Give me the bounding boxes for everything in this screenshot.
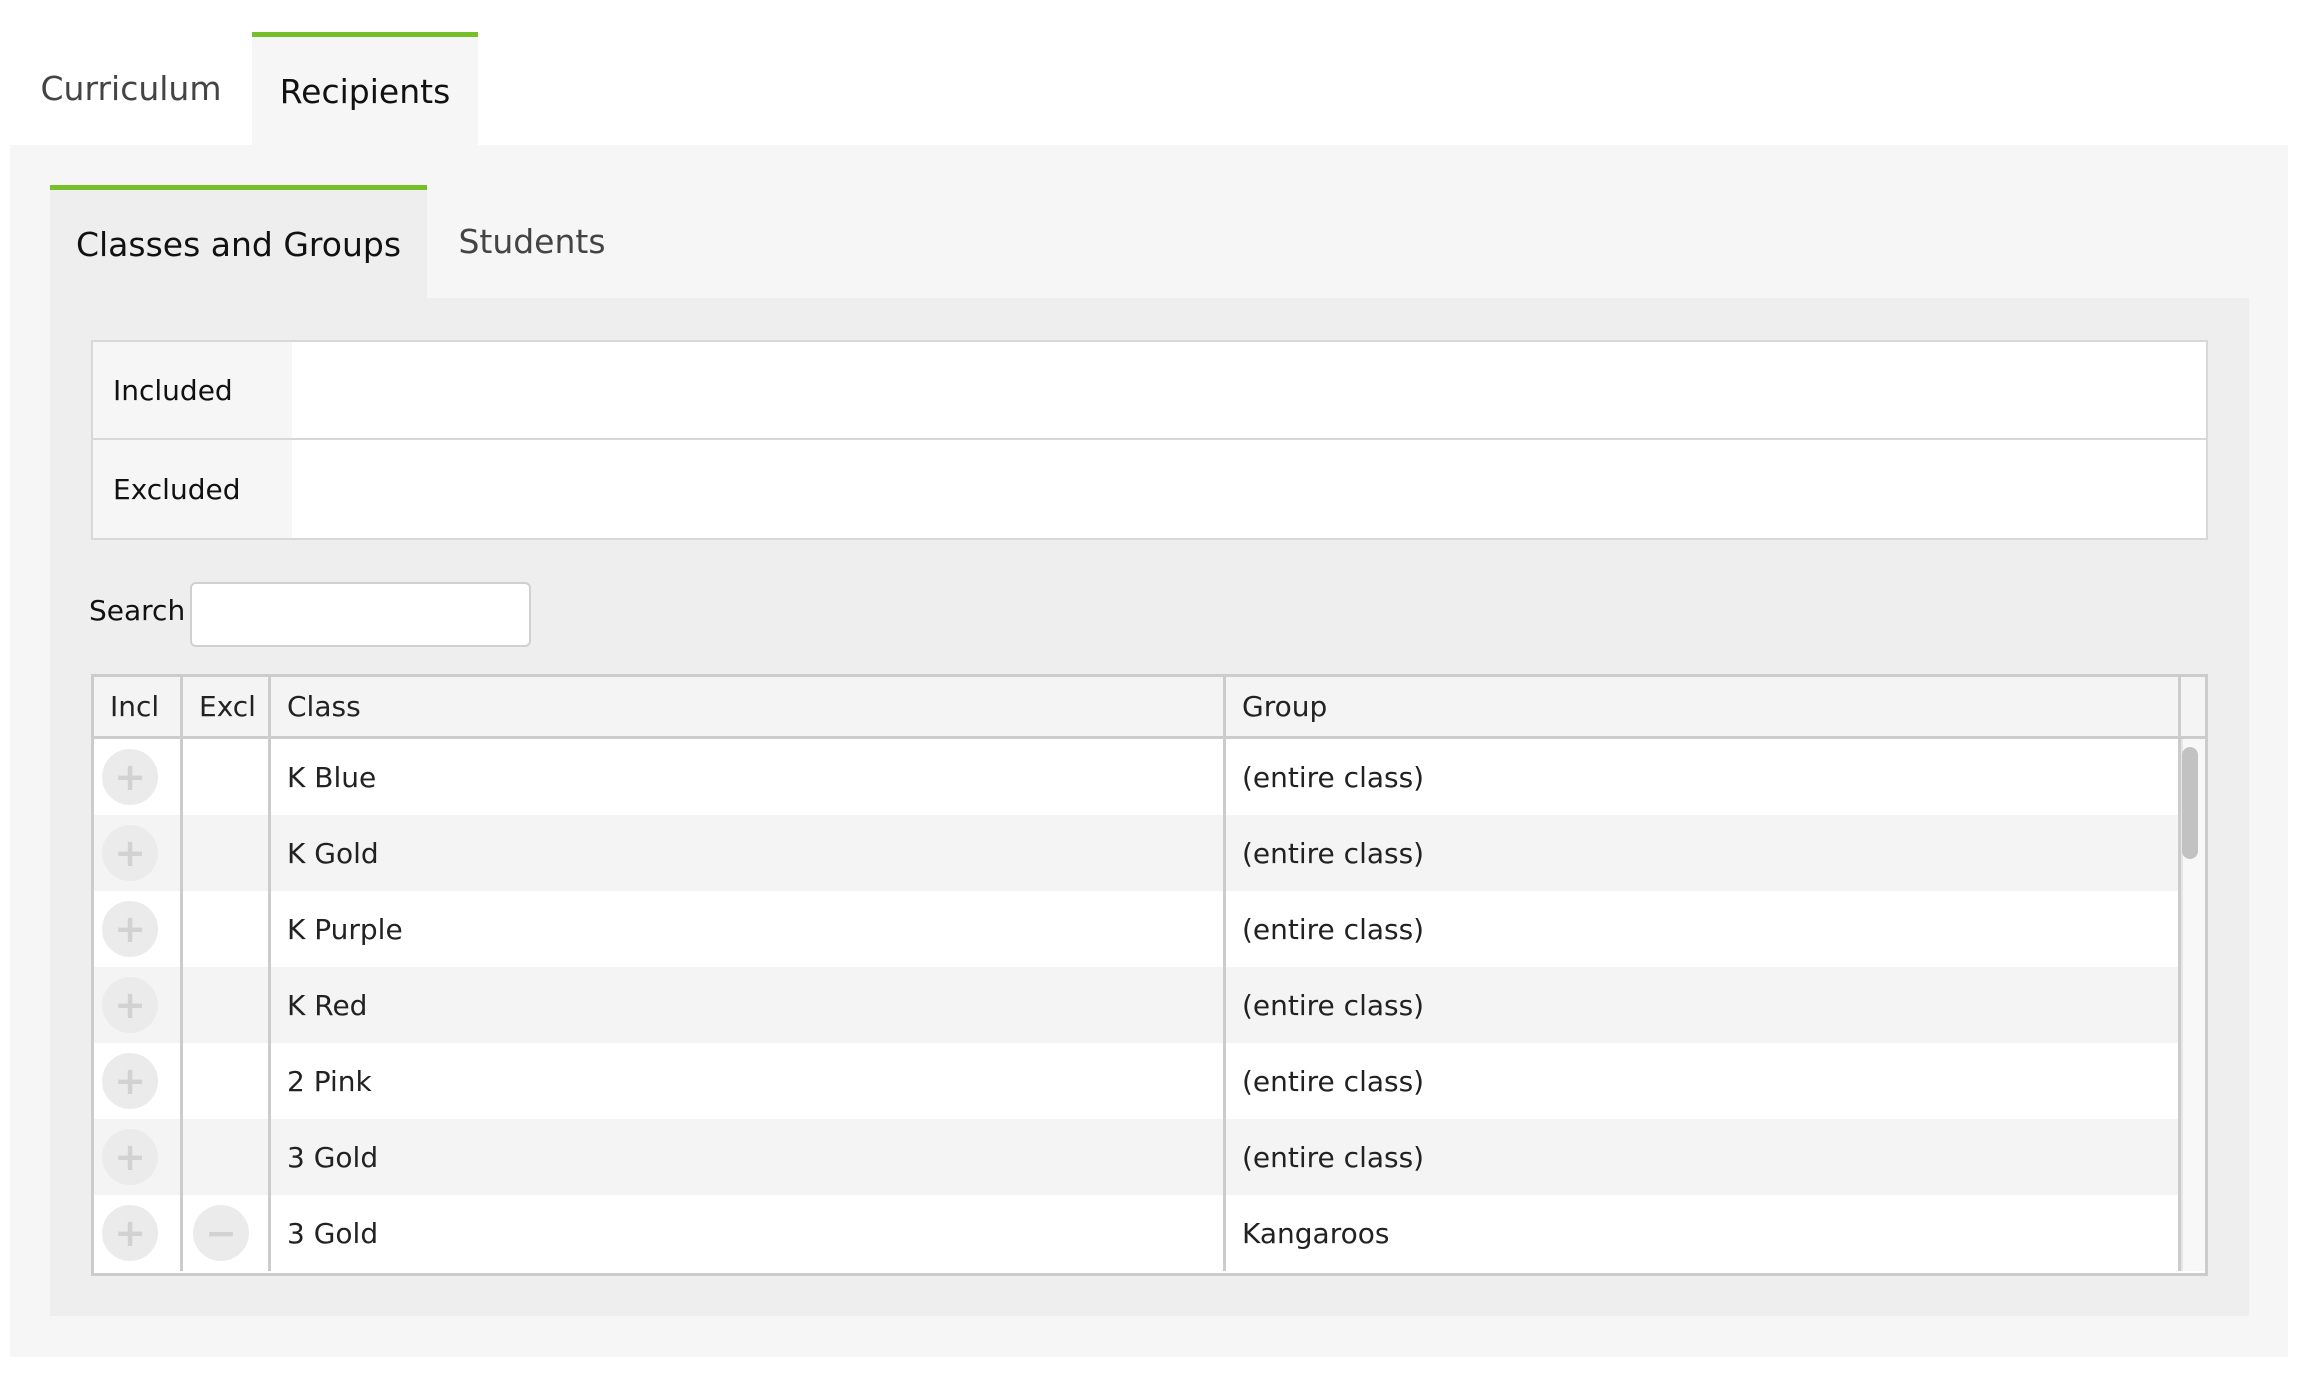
- included-row: Included: [93, 342, 2206, 440]
- table-row: + K Red (entire class): [94, 967, 2205, 1043]
- plus-icon: +: [114, 831, 146, 875]
- table-row: + K Purple (entire class): [94, 891, 2205, 967]
- search-input[interactable]: [190, 582, 531, 647]
- table-row: + K Blue (entire class): [94, 739, 2205, 815]
- excluded-row: Excluded: [93, 440, 2206, 538]
- excl-cell: [183, 1043, 271, 1119]
- search-label: Search: [89, 594, 186, 627]
- excl-cell: [183, 1119, 271, 1195]
- group-cell: (entire class): [1226, 815, 2181, 891]
- tab-recipients[interactable]: Recipients: [252, 32, 478, 145]
- tab-classes-and-groups[interactable]: Classes and Groups: [50, 185, 427, 298]
- table-body: + K Blue (entire class) + K Gold (entire…: [94, 739, 2205, 1273]
- plus-icon: +: [114, 983, 146, 1027]
- group-cell: (entire class): [1226, 739, 2181, 815]
- plus-icon: +: [114, 907, 146, 951]
- exclude-button[interactable]: −: [193, 1205, 249, 1261]
- plus-icon: +: [114, 1211, 146, 1255]
- incl-cell: +: [94, 1043, 183, 1119]
- excluded-value: [292, 440, 2206, 538]
- excluded-label: Excluded: [93, 440, 292, 538]
- group-cell: (entire class): [1226, 967, 2181, 1043]
- group-cell: Kangaroos: [1226, 1195, 2181, 1271]
- include-button[interactable]: +: [102, 901, 158, 957]
- incl-cell: +: [94, 1195, 183, 1271]
- header-excl[interactable]: Excl: [183, 677, 271, 736]
- class-cell: 2 Pink: [271, 1043, 1226, 1119]
- header-class[interactable]: Class: [271, 677, 1226, 736]
- group-cell: (entire class): [1226, 1043, 2181, 1119]
- incl-cell: +: [94, 1119, 183, 1195]
- table-row: + 3 Gold (entire class): [94, 1119, 2205, 1195]
- plus-icon: +: [114, 1059, 146, 1103]
- scroll-track[interactable]: [2181, 1119, 2205, 1195]
- excl-cell: [183, 891, 271, 967]
- included-label: Included: [93, 342, 292, 438]
- scroll-track[interactable]: [2181, 1195, 2205, 1271]
- minus-icon: −: [205, 1211, 237, 1255]
- include-button[interactable]: +: [102, 749, 158, 805]
- tab-curriculum[interactable]: Curriculum: [40, 69, 222, 108]
- class-cell: K Gold: [271, 815, 1226, 891]
- scroll-track[interactable]: [2181, 891, 2205, 967]
- group-cell: (entire class): [1226, 891, 2181, 967]
- include-button[interactable]: +: [102, 1205, 158, 1261]
- group-cell: (entire class): [1226, 1119, 2181, 1195]
- header-group[interactable]: Group: [1226, 677, 2181, 736]
- incl-cell: +: [94, 739, 183, 815]
- scrollbar-thumb[interactable]: [2182, 747, 2198, 859]
- tab-students[interactable]: Students: [458, 222, 606, 261]
- classes-table: Incl Excl Class Group + K Blue (entire c…: [91, 674, 2208, 1276]
- table-row: + K Gold (entire class): [94, 815, 2205, 891]
- class-cell: 3 Gold: [271, 1119, 1226, 1195]
- class-cell: K Red: [271, 967, 1226, 1043]
- table-row: + − 3 Gold Kangaroos: [94, 1195, 2205, 1271]
- table-header: Incl Excl Class Group: [94, 677, 2205, 739]
- excl-cell: −: [183, 1195, 271, 1271]
- incl-cell: +: [94, 891, 183, 967]
- scroll-track[interactable]: [2181, 967, 2205, 1043]
- excl-cell: [183, 815, 271, 891]
- incl-cell: +: [94, 815, 183, 891]
- incl-cell: +: [94, 967, 183, 1043]
- included-value: [292, 342, 2206, 438]
- include-button[interactable]: +: [102, 1129, 158, 1185]
- excl-cell: [183, 967, 271, 1043]
- class-cell: K Blue: [271, 739, 1226, 815]
- class-cell: K Purple: [271, 891, 1226, 967]
- selection-summary: Included Excluded: [91, 340, 2208, 540]
- table-row: + 2 Pink (entire class): [94, 1043, 2205, 1119]
- excl-cell: [183, 739, 271, 815]
- include-button[interactable]: +: [102, 977, 158, 1033]
- include-button[interactable]: +: [102, 1053, 158, 1109]
- class-cell: 3 Gold: [271, 1195, 1226, 1271]
- plus-icon: +: [114, 1135, 146, 1179]
- header-scroll-spacer: [2181, 677, 2205, 736]
- plus-icon: +: [114, 755, 146, 799]
- scroll-track[interactable]: [2181, 1043, 2205, 1119]
- include-button[interactable]: +: [102, 825, 158, 881]
- header-incl[interactable]: Incl: [94, 677, 183, 736]
